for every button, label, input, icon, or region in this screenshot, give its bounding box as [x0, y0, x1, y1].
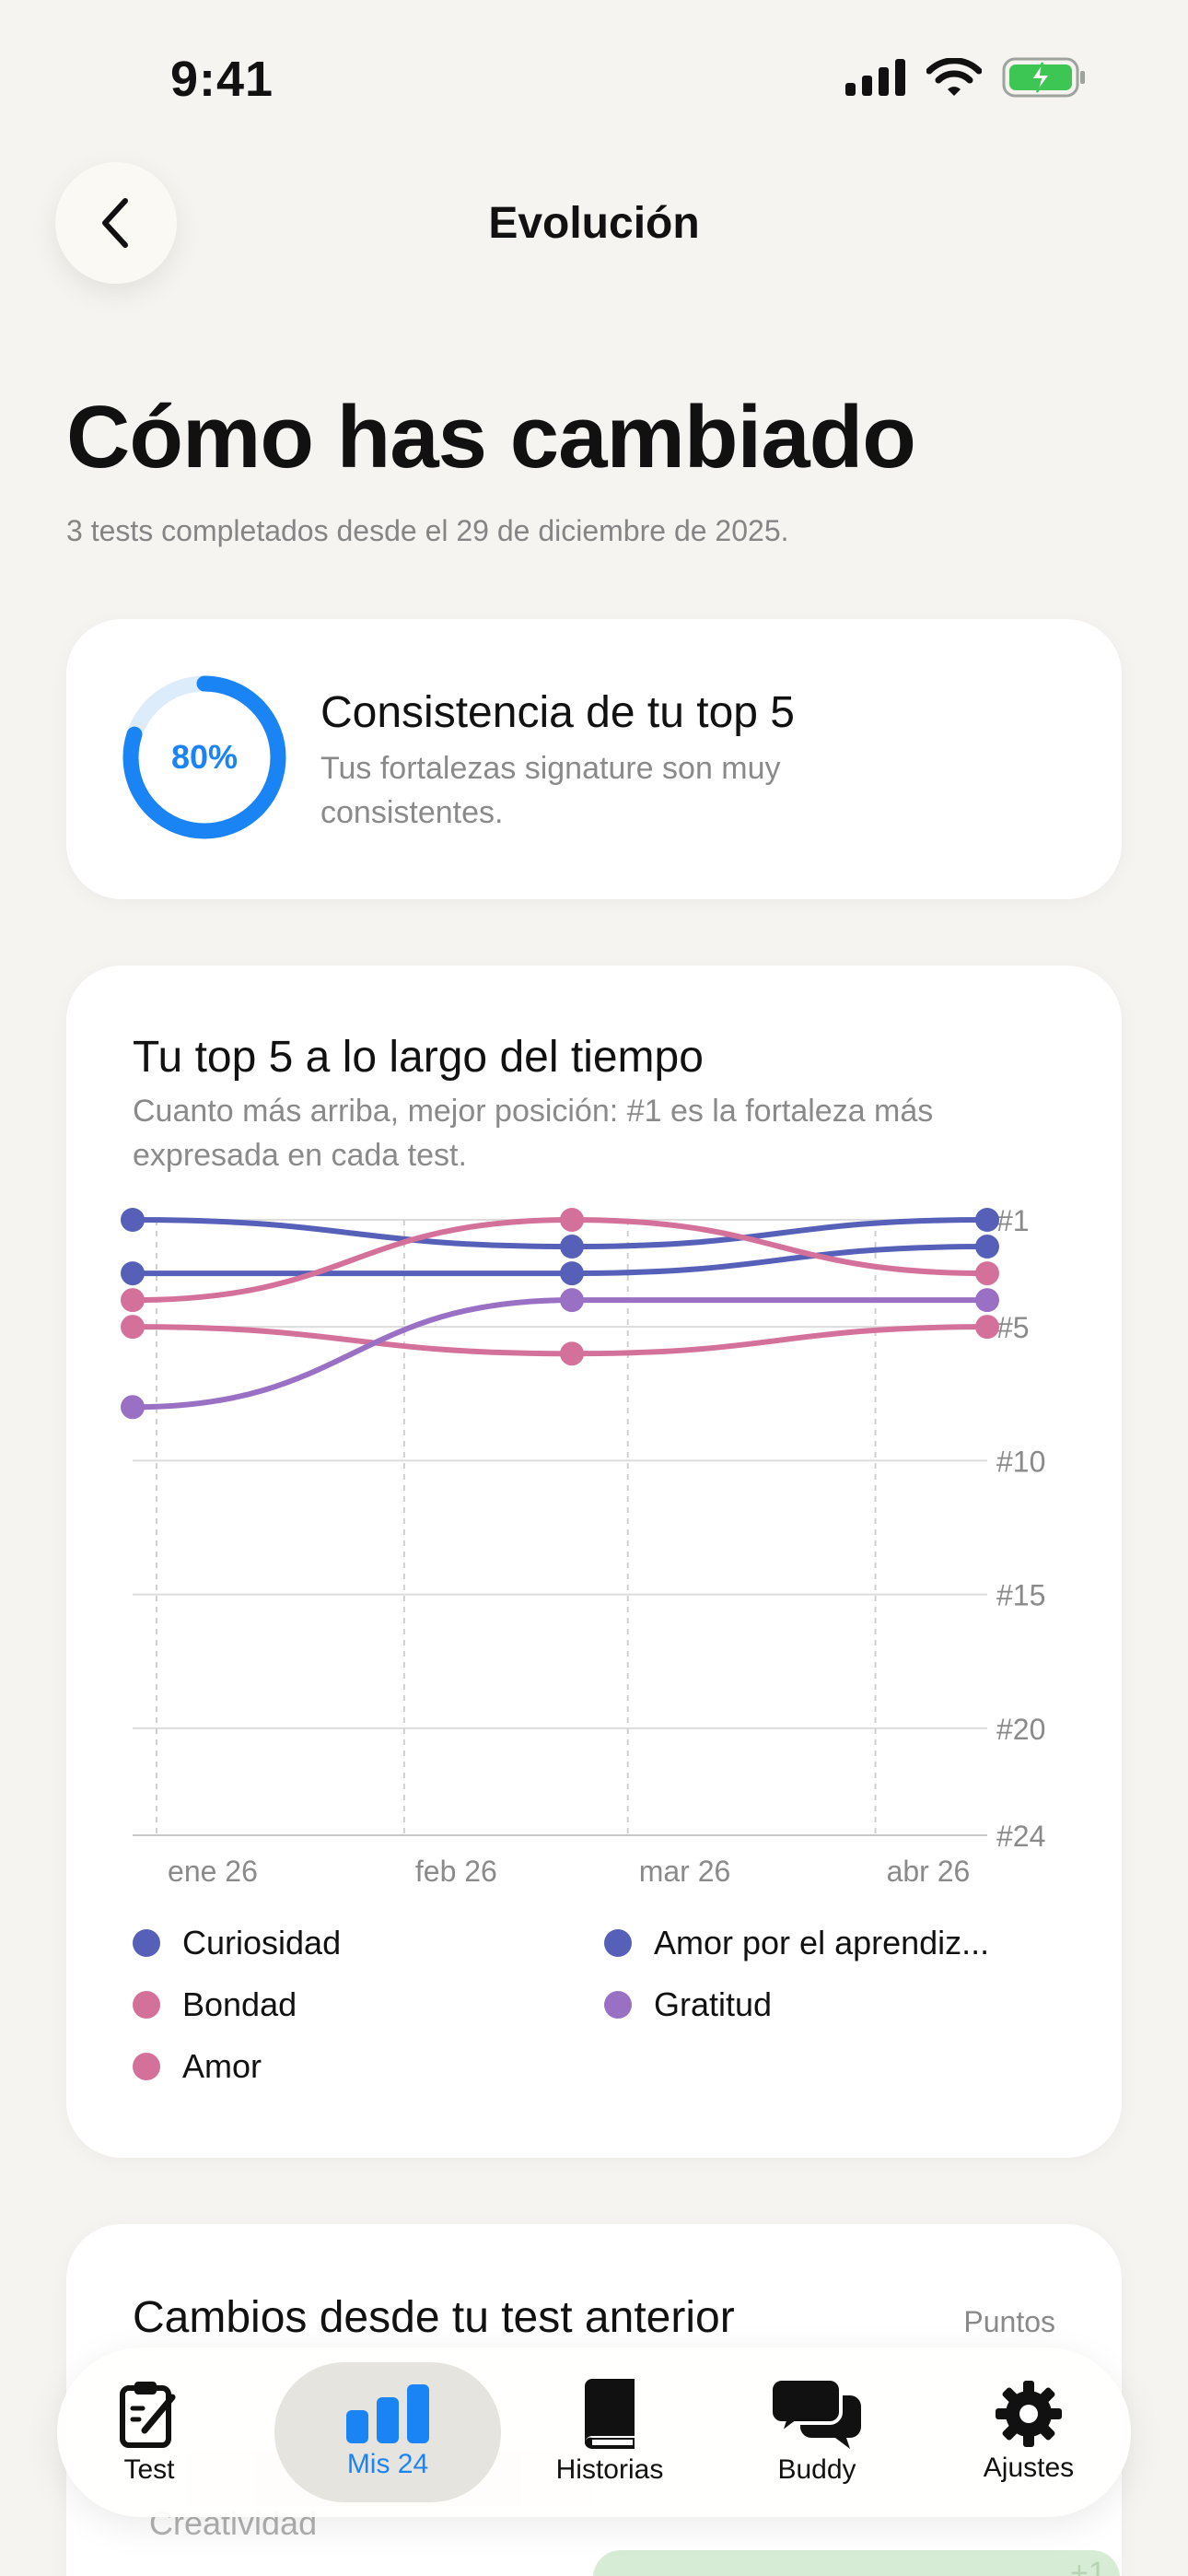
series-line-1: [130, 1244, 990, 1277]
tab-ajustes[interactable]: Ajustes: [941, 2362, 1116, 2502]
gear-icon: [996, 2381, 1062, 2447]
legend-dot: [133, 2053, 160, 2080]
change-row-delta: +1: [1070, 2556, 1106, 2576]
tab-label: Buddy: [777, 2454, 856, 2485]
y-tick-label: #20: [996, 1713, 1045, 1746]
tab-label: Historias: [555, 2454, 664, 2485]
series-line-3: [130, 1297, 990, 1411]
data-point: [121, 1395, 145, 1420]
tab-test[interactable]: Test: [72, 2362, 227, 2502]
legend-dot: [604, 1929, 632, 1957]
data-point: [975, 1288, 999, 1313]
chevron-left-icon: [102, 198, 128, 248]
chat-bubbles-icon: [771, 2379, 861, 2449]
data-point: [560, 1235, 585, 1259]
tab-historias[interactable]: Historias: [518, 2362, 702, 2502]
legend-dot: [133, 1991, 160, 2019]
consistency-ring: [122, 675, 286, 839]
page-subtitle: 3 tests completados desde el 29 de dicie…: [66, 514, 789, 547]
tab-label: Test: [123, 2454, 175, 2485]
top5-line-chart: #1 #5 #10 #15 #20 #24 ene 26 feb 26 mar 26 abr 26: [121, 1204, 1045, 1888]
changes-title: Cambios desde tu test anterior: [133, 2293, 735, 2342]
y-tick-label: #24: [996, 1820, 1045, 1853]
clipboard-icon: [120, 2382, 176, 2448]
data-point: [560, 1341, 585, 1366]
status-time: 9:41: [170, 52, 274, 107]
chart-subtitle: Cuanto más arriba, mejor posición: #1 es…: [133, 1094, 934, 1173]
data-point: [975, 1315, 999, 1340]
x-tick-label: abr 26: [887, 1855, 971, 1888]
legend-item: Curiosidad: [133, 1924, 341, 1962]
legend-label: Curiosidad: [182, 1924, 342, 1961]
data-point: [560, 1261, 585, 1286]
legend-label: Amor: [182, 2047, 262, 2085]
legend-item: Amor por el aprendiz...: [604, 1924, 989, 1962]
x-tick-label: ene 26: [168, 1855, 258, 1888]
legend-dot: [133, 1929, 160, 1957]
x-tick-label: mar 26: [639, 1855, 731, 1888]
consistency-title: Consistencia de tu top 5: [320, 688, 795, 737]
status-icons: [845, 57, 1087, 98]
bar-chart-icon: [346, 2384, 429, 2443]
change-bar-positive: [593, 2550, 1120, 2576]
data-point: [121, 1288, 145, 1313]
data-point: [121, 1261, 145, 1286]
x-tick-label: feb 26: [415, 1855, 497, 1888]
legend-label: Bondad: [182, 1985, 297, 2023]
series-line-2: [130, 1324, 990, 1357]
data-point: [975, 1235, 999, 1259]
legend-dot: [604, 1991, 632, 2019]
tab-label: Mis 24: [346, 2449, 429, 2479]
y-tick-label: #15: [996, 1579, 1045, 1612]
tab-mis-24[interactable]: Mis 24: [274, 2362, 501, 2502]
tab-bar: Test Mis 24 Historias Buddy: [57, 2348, 1131, 2517]
consistency-card: 80% Consistencia de tu top 5 Tus fortale…: [66, 619, 1122, 899]
back-button[interactable]: [55, 162, 177, 284]
y-tick-label: #10: [996, 1445, 1045, 1478]
y-tick-label: #5: [996, 1311, 1030, 1344]
chart-title: Tu top 5 a lo largo del tiempo: [133, 1033, 704, 1082]
legend-item: Amor: [133, 2047, 262, 2086]
book-icon: [584, 2379, 635, 2449]
consistency-percent: 80%: [170, 738, 239, 776]
data-point: [975, 1261, 999, 1286]
nav-header: Evolución: [0, 157, 1188, 295]
tab-label: Ajustes: [983, 2453, 1075, 2483]
legend-item: Bondad: [133, 1985, 297, 2024]
cellular-signal-icon: [845, 59, 905, 96]
data-point: [560, 1288, 585, 1313]
legend-label: Gratitud: [654, 1985, 773, 2023]
consistency-description: Tus fortalezas signature son muy consist…: [320, 751, 781, 830]
data-point: [975, 1208, 999, 1232]
series-line-4: [130, 1216, 990, 1304]
battery-charging-icon: [1002, 57, 1085, 98]
top5-chart-card: Tu top 5 a lo largo del tiempo Cuanto má…: [66, 966, 1122, 2158]
y-tick-label: #1: [996, 1204, 1030, 1237]
wifi-icon: [926, 58, 982, 96]
data-point: [121, 1315, 145, 1340]
tab-buddy[interactable]: Buddy: [729, 2362, 904, 2502]
data-point: [560, 1208, 585, 1232]
page-title: Cómo has cambiado: [66, 388, 916, 486]
legend-label: Amor por el aprendiz...: [654, 1924, 990, 1961]
series-line-0: [130, 1217, 990, 1250]
nav-title: Evolución: [488, 199, 700, 248]
changes-points-label: Puntos: [963, 2305, 1055, 2338]
data-point: [121, 1208, 145, 1232]
legend-item: Gratitud: [604, 1985, 772, 2024]
consistency-ring-progress: [122, 675, 286, 839]
status-bar: 9:41: [0, 0, 1188, 157]
